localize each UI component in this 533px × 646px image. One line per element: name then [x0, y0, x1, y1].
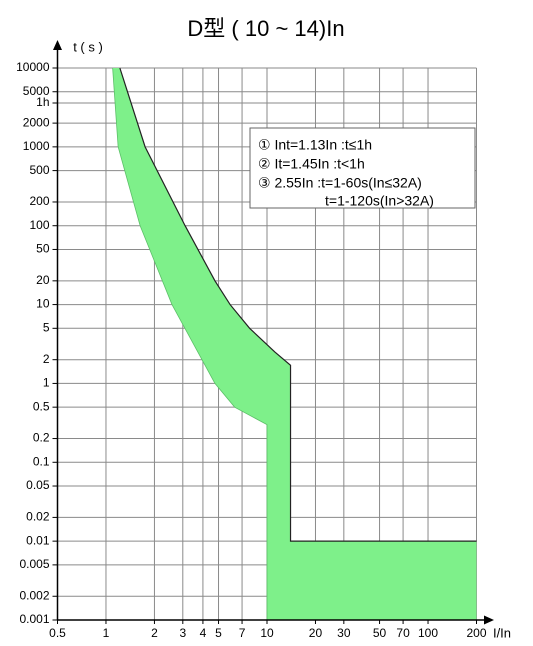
x-tick-label: 4: [200, 626, 207, 640]
x-tick-label: 5: [215, 626, 222, 640]
annotation: ① Int=1.13In :t≤1h: [258, 137, 372, 153]
x-tick-label: 30: [337, 626, 351, 640]
y-axis-label: t ( s ): [73, 39, 103, 54]
x-tick-label: 50: [373, 626, 387, 640]
y-tick-label: 0.001: [19, 612, 49, 626]
x-tick-label: 10: [260, 626, 274, 640]
x-tick-label: 20: [309, 626, 323, 640]
annotation: t=1-120s(In>32A): [325, 193, 434, 209]
y-tick-label: 0.002: [19, 588, 49, 602]
y-tick-label: 5000: [23, 84, 50, 98]
chart-title: D型 ( 10 ~ 14)In: [187, 16, 344, 41]
y-tick-label: 0.2: [33, 431, 50, 445]
band-edge: [112, 67, 477, 621]
x-axis-arrow: [484, 615, 494, 625]
grid: 0.001 0.002 0.005 0.01 0.02 0.05 0.1 0.2 0.5 1 2 5 1…: [16, 60, 487, 640]
y-tick-label: 1: [43, 376, 50, 390]
y-tick-label: 0.005: [19, 557, 49, 571]
band-area: [112, 68, 477, 620]
x-tick-label: 70: [396, 626, 410, 640]
band-edge: [119, 67, 477, 542]
y-axis-arrow: [53, 40, 62, 50]
y-tick-label: 0.01: [26, 533, 50, 547]
marks: [112, 67, 477, 621]
x-tick-label: 7: [239, 626, 246, 640]
x-tick-label: 100: [418, 626, 438, 640]
annotation: ② It=1.45In :t<1h: [258, 156, 365, 172]
annotation-box: [249, 127, 476, 209]
y-tick-label: 5: [43, 320, 50, 334]
x-tick-label: 2: [151, 626, 158, 640]
x-tick-label: 200: [466, 626, 486, 640]
y-tick-label: 20: [36, 273, 50, 287]
x-tick-label: 1: [103, 626, 110, 640]
y-tick-label: 100: [29, 218, 49, 232]
y-tick-label: 10000: [16, 60, 50, 74]
x-axis-label: I/In: [493, 625, 511, 640]
y-tick-label: 1000: [23, 139, 50, 153]
x-tick-label: 3: [179, 626, 186, 640]
y-tick-label: 0.5: [33, 399, 50, 413]
y-tick-label: 2000: [23, 115, 50, 129]
y-tick-label: 0.05: [26, 478, 50, 492]
y-tick-label: 10: [36, 297, 50, 311]
y-tick-label: 500: [29, 163, 49, 177]
annotation: ③ 2.55In :t=1-60s(In≤32A): [258, 175, 422, 191]
y-tick-label: 200: [29, 194, 49, 208]
x-tick-label: 0.5: [49, 626, 66, 640]
y-tick-label: 2: [43, 352, 50, 366]
y-tick-label: 1h: [36, 95, 49, 109]
y-tick-label: 50: [36, 242, 50, 256]
y-tick-label: 0.1: [33, 454, 50, 468]
y-tick-label: 0.02: [26, 510, 50, 524]
